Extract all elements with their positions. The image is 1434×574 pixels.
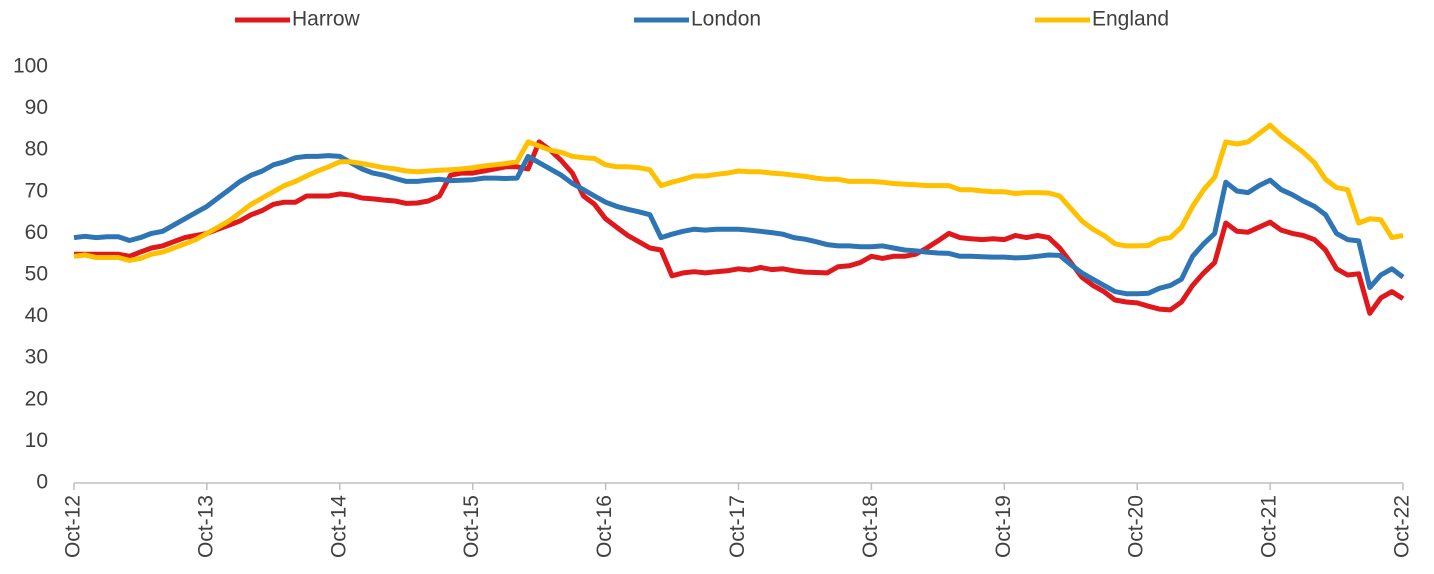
y-tick-label: 100: [13, 55, 48, 78]
y-tick-label: 90: [25, 96, 48, 119]
y-tick-label: 60: [25, 221, 48, 244]
x-tick-label: Oct-19: [992, 495, 1015, 558]
y-tick-label: 70: [25, 179, 48, 202]
x-tick-label: Oct-14: [327, 495, 350, 558]
x-tick-label: Oct-21: [1258, 495, 1281, 558]
x-tick-label: Oct-18: [859, 495, 882, 558]
y-tick-label: 10: [25, 429, 48, 452]
x-tick-label: Oct-13: [194, 495, 217, 558]
y-tick-label: 20: [25, 387, 48, 410]
x-tick-label: Oct-12: [62, 495, 85, 558]
y-tick-label: 0: [36, 471, 48, 494]
series-line: [73, 153, 1405, 297]
y-tick-label: 30: [25, 346, 48, 369]
legend-label: Harrow: [292, 8, 361, 31]
y-tick-label: 80: [25, 138, 48, 161]
x-tick-label: Oct-22: [1391, 495, 1414, 558]
x-tick-label: Oct-20: [1125, 495, 1148, 558]
x-tick-label: Oct-16: [593, 495, 616, 558]
x-tick-label: Oct-17: [726, 495, 749, 558]
series-line: [74, 139, 1405, 316]
series-line: [73, 122, 1404, 263]
legend-label: England: [1092, 8, 1169, 31]
y-tick-label: 40: [25, 304, 48, 327]
legend-label: London: [691, 8, 761, 31]
x-tick-label: Oct-15: [460, 495, 483, 558]
y-tick-label: 50: [25, 263, 48, 286]
